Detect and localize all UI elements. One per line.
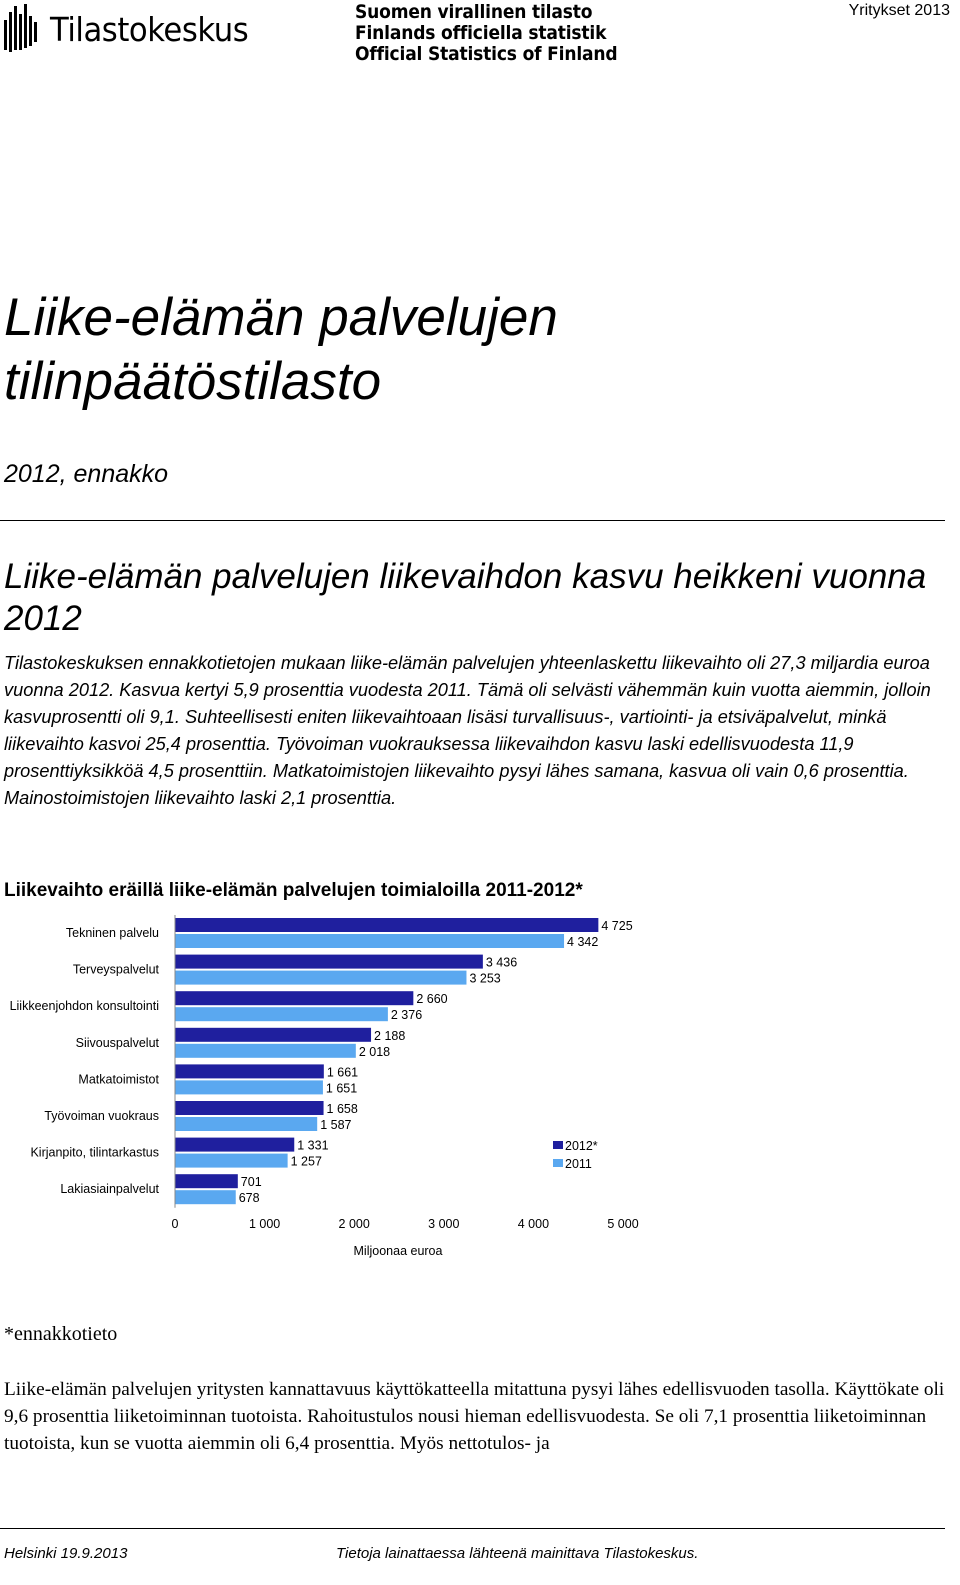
chart-x-tick-label: 5 000 <box>607 1217 638 1231</box>
chart-x-tick-label: 1 000 <box>249 1217 280 1231</box>
chart-legend-label: 2012* <box>565 1139 598 1153</box>
chart-category-label: Työvoiman vuokraus <box>44 1109 159 1123</box>
chart-bar <box>175 991 414 1006</box>
chart-data-label: 4 725 <box>601 919 632 933</box>
chart-data-label: 1 661 <box>327 1065 358 1079</box>
chart-x-tick-label: 4 000 <box>518 1217 549 1231</box>
chart-category-label: Siivouspalvelut <box>76 1036 160 1050</box>
chart-data-label: 1 651 <box>326 1081 357 1095</box>
footnote: *ennakkotieto <box>4 1323 118 1345</box>
chart-bar <box>175 1174 238 1189</box>
chart-category-label: Liikkeenjohdon konsultointi <box>10 999 159 1013</box>
official-statistics-sv: Finlands officiella statistik <box>355 22 607 44</box>
chart-bar <box>175 1027 372 1042</box>
chart-bar <box>175 1064 324 1079</box>
chart-bar <box>175 954 483 969</box>
chart-data-label: 701 <box>241 1175 262 1189</box>
series-label: Yritykset 2013 <box>848 2 950 19</box>
chart-category-label: Terveyspalvelut <box>73 963 160 977</box>
chart-category-label: Lakiasiainpalvelut <box>60 1182 159 1196</box>
chart-bar <box>175 1080 323 1095</box>
chart-bar <box>175 1190 236 1205</box>
chart-bar <box>175 1007 388 1022</box>
lead-paragraph: Tilastokeskuksen ennakkotietojen mukaan … <box>4 653 931 808</box>
chart-category-label: Tekninen palvelu <box>66 926 159 940</box>
chart-x-axis-title: Miljoonaa euroa <box>354 1244 443 1258</box>
footer-divider <box>0 1528 945 1529</box>
footer-citation-note: Tietoja lainattaessa lähteenä mainittava… <box>336 1545 699 1562</box>
edition-label: 2012, ennakko <box>4 460 169 488</box>
chart-data-label: 1 587 <box>320 1118 351 1132</box>
release-headline: Liike-elämän palvelujen liikevaihdon kas… <box>4 557 927 638</box>
chart-data-label: 2 660 <box>416 992 447 1006</box>
chart-title: Liikevaihto eräillä liike-elämän palvelu… <box>4 880 583 901</box>
chart-data-label: 4 342 <box>567 935 598 949</box>
chart-data-label: 678 <box>239 1191 260 1205</box>
chart-x-tick-label: 0 <box>172 1217 179 1231</box>
chart-data-label: 1 331 <box>297 1139 328 1153</box>
chart-data-label: 1 257 <box>291 1155 322 1169</box>
tilastokeskus-logo-icon <box>4 4 37 52</box>
chart-data-label: 2 018 <box>359 1045 390 1059</box>
divider <box>0 520 945 521</box>
official-statistics-fi: Suomen virallinen tilasto <box>355 1 593 23</box>
chart-bar <box>175 1117 318 1131</box>
page-title: Liike-elämän palvelujen tilinpäätöstilas… <box>4 288 558 411</box>
turnover-bar-chart: Tekninen palvelu Terveyspalvelut Liikkeenj… <box>10 915 639 1258</box>
chart-legend-label: 2011 <box>565 1157 592 1171</box>
chart-x-tick-label: 3 000 <box>428 1217 459 1231</box>
chart-bar <box>175 970 467 985</box>
footer-place-date: Helsinki 19.9.2013 <box>4 1545 128 1562</box>
official-statistics-en: Official Statistics of Finland <box>355 43 618 65</box>
chart-data-label: 2 188 <box>374 1029 405 1043</box>
chart-bar <box>175 918 599 932</box>
chart-data-label: 1 658 <box>327 1102 358 1116</box>
chart-bar <box>175 1043 356 1058</box>
chart-bar <box>175 1101 324 1115</box>
chart-category-label: Matkatoimistot <box>78 1072 159 1086</box>
chart-x-tick-label: 2 000 <box>339 1217 370 1231</box>
chart-data-label: 2 376 <box>391 1008 422 1022</box>
chart-bar <box>175 1153 288 1168</box>
chart-legend-swatch <box>553 1141 563 1149</box>
chart-data-label: 3 253 <box>469 972 500 986</box>
chart-category-label: Kirjanpito, tilintarkastus <box>30 1146 159 1160</box>
chart-legend-swatch <box>553 1159 563 1167</box>
brand-name: Tilastokeskus <box>50 10 249 49</box>
body-paragraph: Liike-elämän palvelujen yritysten kannat… <box>4 1379 945 1454</box>
chart-bar <box>175 1137 295 1152</box>
chart-data-label: 3 436 <box>486 956 517 970</box>
chart-bar <box>175 934 565 948</box>
